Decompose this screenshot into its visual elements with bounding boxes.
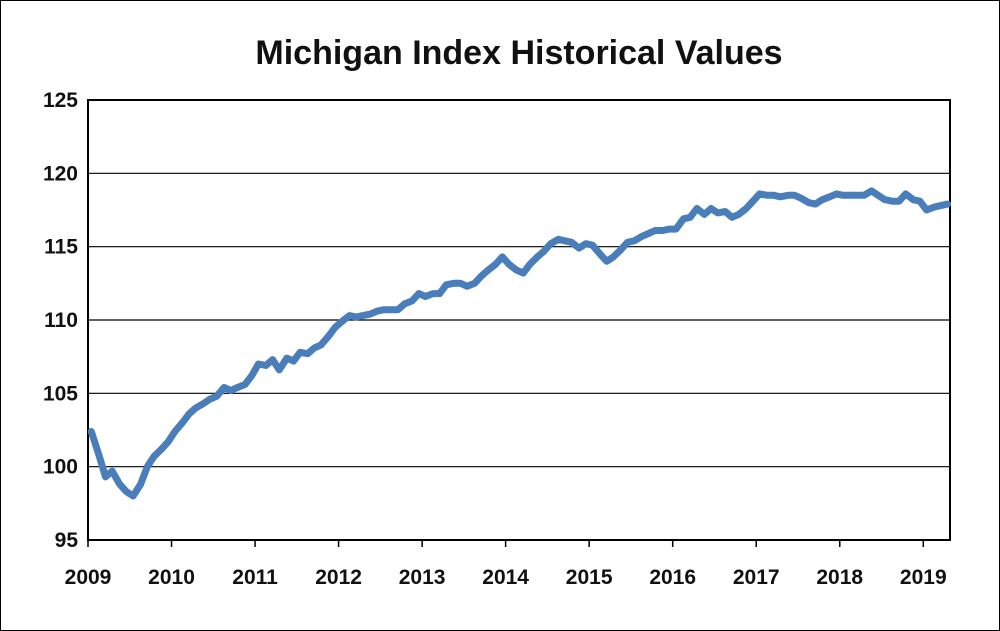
y-tick-label: 115	[44, 236, 78, 259]
y-tick-label: 110	[44, 309, 78, 332]
y-axis-tick-labels: 95 100 105 110 115 120 125	[43, 89, 78, 552]
x-tick-label: 2015	[566, 566, 613, 589]
chart-title: Michigan Index Historical Values	[255, 34, 782, 72]
x-tick-label: 2013	[399, 566, 446, 589]
series-group	[87, 187, 951, 500]
y-tick-label: 95	[55, 529, 79, 552]
x-tick-label: 2009	[65, 566, 112, 589]
plot-area	[87, 99, 951, 541]
x-tick-label: 2010	[148, 566, 195, 589]
gridlines	[88, 172, 950, 468]
x-tick-label: 2017	[733, 566, 780, 589]
x-axis-tick-marks	[87, 540, 925, 547]
y-tick-label: 105	[43, 382, 78, 405]
x-axis-tick-labels: 2009 2010 2011 2012 2013 2014 2015 2016 2017 2018…	[65, 566, 947, 589]
y-tick-label: 120	[43, 162, 78, 185]
x-tick-label: 2011	[232, 566, 278, 589]
y-tick-label: 100	[43, 456, 78, 479]
x-tick-label: 2019	[900, 566, 947, 589]
x-tick-label: 2012	[315, 566, 362, 589]
y-tick-label: 125	[43, 89, 78, 112]
x-tick-label: 2016	[649, 566, 696, 589]
x-tick-label: 2018	[816, 566, 863, 589]
x-tick-label: 2014	[482, 566, 529, 589]
series-line-0	[87, 187, 951, 500]
